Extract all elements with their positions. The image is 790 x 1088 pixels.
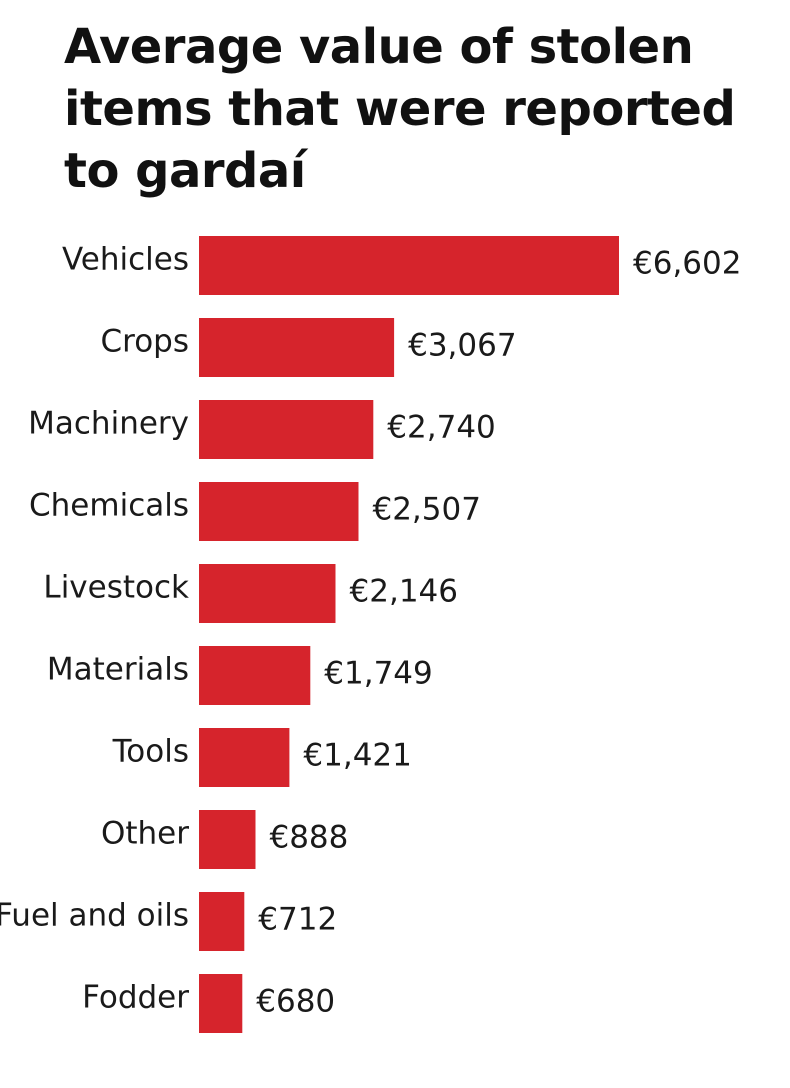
category-label-other: Other: [101, 816, 189, 852]
bar-fuel-and-oils: [199, 892, 245, 951]
value-label-tools: €1,421: [303, 738, 411, 774]
bar-crops: [199, 318, 395, 377]
chart-title: Average value of stolen items that were …: [64, 19, 736, 199]
category-labels-layer: Vehicles Crops Machinery Chemicals Livestock…: [0, 242, 189, 1016]
value-label-chemicals: €2,507: [372, 492, 480, 528]
bar-fodder: [199, 974, 243, 1033]
value-label-materials: €1,749: [324, 656, 432, 692]
category-label-tools: Tools: [112, 734, 189, 770]
bar-materials: [199, 646, 311, 705]
category-label-fodder: Fodder: [82, 980, 189, 1016]
category-label-fuel-and-oils: Fuel and oils: [0, 898, 189, 934]
bar-tools: [199, 728, 290, 787]
category-label-materials: Materials: [47, 652, 189, 688]
value-label-fuel-and-oils: €712: [258, 902, 337, 938]
category-label-crops: Crops: [100, 324, 189, 360]
bar-machinery: [199, 400, 374, 459]
category-label-chemicals: Chemicals: [29, 488, 189, 524]
bar-other: [199, 810, 256, 869]
value-label-other: €888: [269, 820, 348, 856]
value-label-vehicles: €6,602: [633, 246, 741, 282]
bars-layer: [199, 236, 619, 1033]
value-label-livestock: €2,146: [350, 574, 458, 610]
bar-livestock: [199, 564, 336, 623]
category-label-vehicles: Vehicles: [62, 242, 189, 278]
bar-vehicles: [199, 236, 619, 295]
value-label-crops: €3,067: [408, 328, 516, 364]
category-label-machinery: Machinery: [28, 406, 189, 442]
value-label-fodder: €680: [256, 984, 335, 1020]
value-labels-layer: €6,602 €3,067 €2,740 €2,507 €2,146 €1,749 €1,4…: [256, 246, 741, 1020]
bar-chemicals: [199, 482, 359, 541]
category-label-livestock: Livestock: [43, 570, 189, 606]
value-label-machinery: €2,740: [387, 410, 495, 446]
